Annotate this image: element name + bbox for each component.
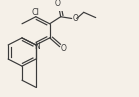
Text: O: O (73, 14, 79, 23)
Text: N: N (34, 42, 40, 51)
Text: O: O (61, 44, 67, 53)
Text: O: O (55, 0, 61, 8)
Text: Cl: Cl (32, 8, 40, 17)
